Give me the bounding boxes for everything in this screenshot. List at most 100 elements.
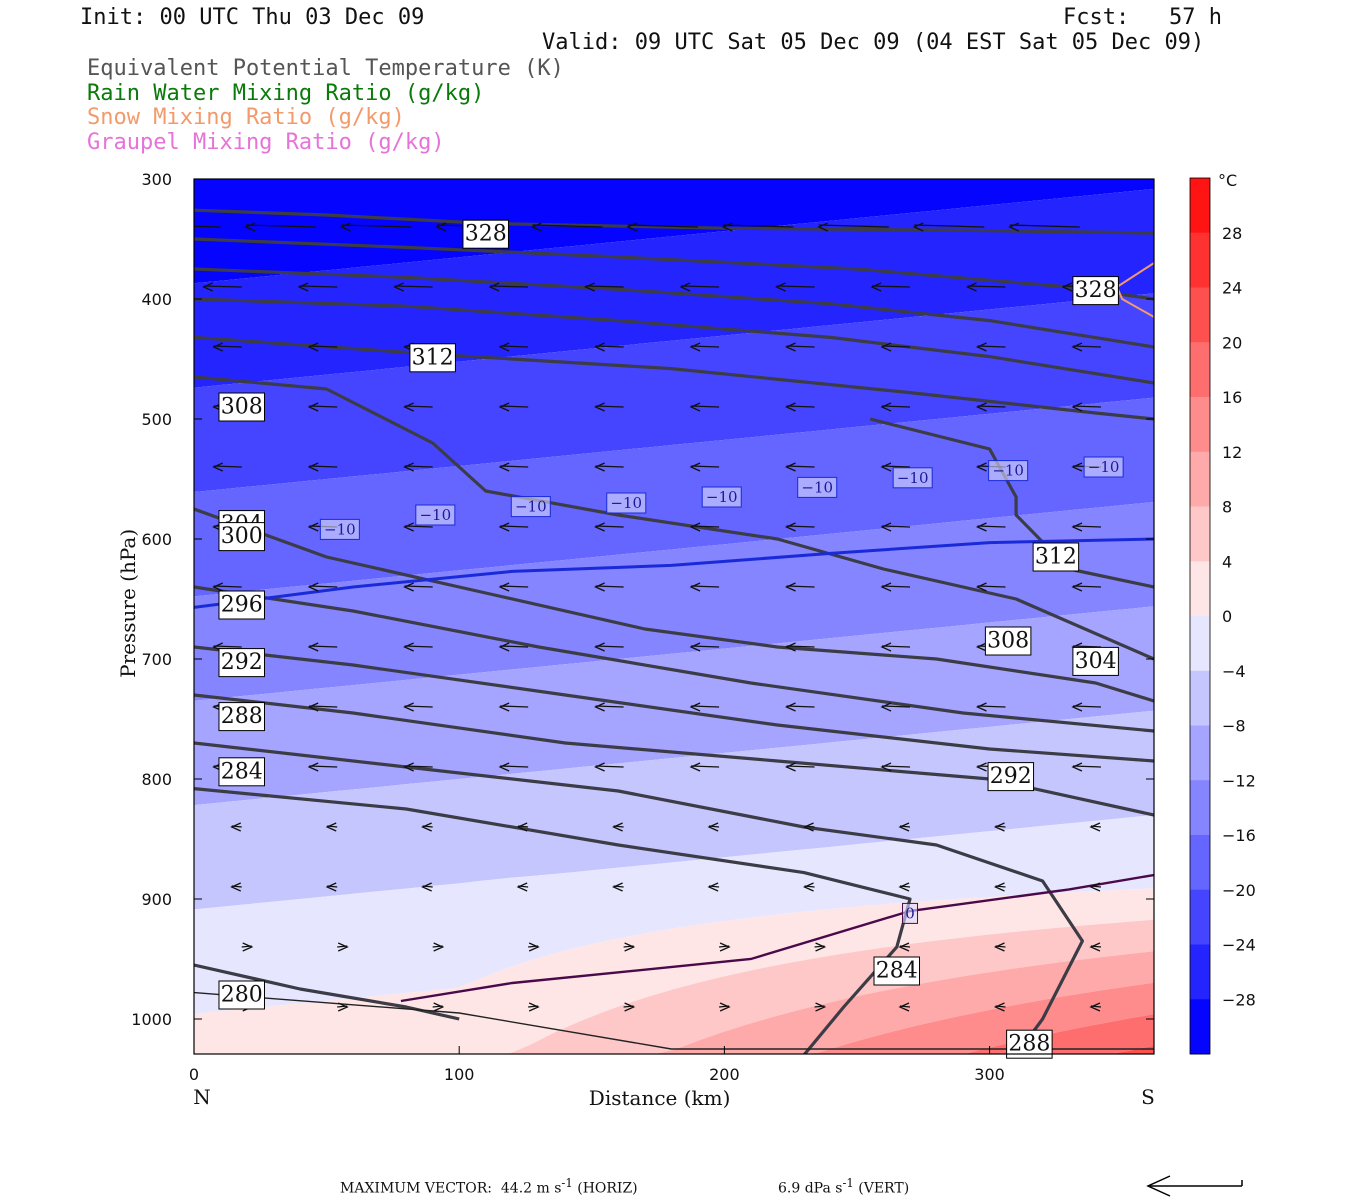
wind-arrow bbox=[689, 642, 720, 652]
wind-arrow-shaft bbox=[691, 765, 720, 768]
wind-arrow-head bbox=[624, 942, 636, 952]
wind-arrow-head bbox=[307, 522, 319, 532]
wind-arrow bbox=[516, 822, 529, 832]
wind-arrow-shaft bbox=[786, 645, 815, 648]
theta-e-label-288: 288 bbox=[218, 702, 265, 732]
isotherm-minus10-label-box bbox=[701, 486, 742, 508]
wind-arrow bbox=[307, 342, 338, 352]
wind-arrow bbox=[784, 462, 815, 472]
wind-arrow bbox=[212, 462, 242, 472]
wind-arrow-head bbox=[594, 582, 605, 592]
colorbar-bin-8 bbox=[1190, 616, 1210, 672]
snow-mixing-ratio-contour bbox=[1115, 262, 1154, 318]
wind-arrow-head bbox=[1061, 282, 1073, 292]
wind-arrow-head bbox=[403, 462, 414, 472]
wind-arrow-head bbox=[498, 342, 510, 352]
wind-arrow-head bbox=[594, 462, 605, 472]
wind-arrow bbox=[307, 402, 338, 412]
isotherm-minus10-label: −10 bbox=[510, 496, 551, 518]
theta-e-label-292-box bbox=[218, 648, 265, 678]
wind-arrow-shaft bbox=[691, 345, 720, 348]
wind-arrow-head bbox=[307, 402, 319, 412]
isotherm-zero-label-box bbox=[902, 902, 919, 924]
colorbar-tick-label: 24 bbox=[1222, 279, 1242, 298]
wind-arrow-head bbox=[975, 462, 987, 472]
wind-arrow-head bbox=[802, 822, 814, 832]
wind-arrow-head bbox=[975, 522, 987, 532]
theta-e-label-328-text: 328 bbox=[465, 222, 507, 247]
wind-arrow bbox=[898, 942, 911, 952]
theta-e-contour-280 bbox=[194, 963, 460, 1021]
wind-arrow-head bbox=[594, 342, 605, 352]
colorbar-bin-2 bbox=[1190, 287, 1210, 343]
wind-arrow bbox=[784, 402, 815, 412]
wind-arrow bbox=[594, 762, 624, 772]
theta-e-label-308: 308 bbox=[218, 392, 265, 422]
vector-key-arrow bbox=[1146, 1175, 1243, 1197]
wind-arrow-head bbox=[898, 942, 910, 952]
wind-arrow-head bbox=[325, 822, 337, 832]
wind-arrow-shaft bbox=[595, 405, 624, 408]
wind-arrow-shaft bbox=[245, 224, 317, 228]
wind-arrow-head bbox=[297, 282, 309, 292]
colorbar-bin-9 bbox=[1190, 670, 1210, 726]
y-tick-label: 300 bbox=[141, 170, 172, 189]
theta-e-contour-288 bbox=[194, 741, 1084, 1054]
wind-arrow bbox=[403, 522, 433, 532]
theta-e-contour-284 bbox=[194, 787, 912, 1054]
theta-e-label-292-text: 292 bbox=[990, 764, 1032, 789]
wind-arrow bbox=[719, 1002, 731, 1012]
isotherm-minus10-label-box bbox=[892, 467, 933, 489]
wind-arrow-head bbox=[421, 822, 432, 832]
theta-e-label-296-box bbox=[218, 590, 265, 620]
wind-arrow-head bbox=[993, 822, 1005, 832]
theta-e-label-280-box bbox=[218, 980, 265, 1010]
wind-arrow-shaft bbox=[786, 405, 815, 408]
wind-arrow bbox=[1071, 582, 1101, 592]
wind-arrow bbox=[530, 222, 603, 232]
y-tick-label: 800 bbox=[141, 770, 172, 789]
x-tick-label: 100 bbox=[444, 1065, 475, 1084]
theta-e-label-312-box bbox=[1032, 542, 1080, 572]
wind-arrow bbox=[784, 342, 815, 352]
theta-e-label-288-text: 288 bbox=[1008, 1032, 1050, 1057]
wind-arrow-head bbox=[337, 942, 349, 952]
wind-arrow-shaft bbox=[1009, 224, 1080, 228]
wind-arrow-shaft bbox=[309, 465, 338, 468]
theta-e-label-288-text: 288 bbox=[221, 704, 263, 729]
theta-e-label-292-box bbox=[987, 762, 1035, 792]
wind-arrow-head bbox=[403, 582, 414, 592]
wind-arrow-shaft bbox=[691, 645, 720, 648]
isotherm-minus10-label: −10 bbox=[892, 467, 933, 489]
wind-arrow-shaft bbox=[595, 765, 624, 768]
wind-arrow-shaft bbox=[691, 705, 720, 708]
wind-arrow-head bbox=[421, 882, 432, 892]
wind-arrow-head bbox=[975, 702, 987, 712]
wind-arrow-shaft bbox=[1072, 405, 1101, 408]
wind-arrow bbox=[212, 582, 242, 592]
wind-arrow-head bbox=[719, 942, 731, 952]
colorbar-bin-7 bbox=[1190, 561, 1210, 617]
wind-arrow bbox=[880, 402, 911, 412]
wind-arrow-head bbox=[784, 762, 796, 772]
colorbar-tick-label: 28 bbox=[1222, 224, 1242, 243]
wind-arrow bbox=[584, 282, 624, 292]
wind-arrow-head bbox=[307, 462, 319, 472]
wind-arrow-shaft bbox=[404, 765, 433, 768]
wind-arrow bbox=[498, 582, 529, 592]
wind-arrow bbox=[623, 942, 636, 952]
theta-e-contour-300 bbox=[194, 585, 1154, 733]
wind-arrow-head bbox=[721, 222, 733, 232]
wind-arrow bbox=[880, 342, 911, 352]
wind-arrow-head bbox=[403, 402, 414, 412]
wind-arrow-head bbox=[202, 282, 213, 292]
temp-band-1 bbox=[194, 188, 1154, 388]
wind-arrow-head bbox=[993, 942, 1005, 952]
colorbar-frame bbox=[1189, 177, 1211, 1055]
wind-arrow bbox=[784, 702, 815, 712]
theta-e-label-312: 312 bbox=[1032, 542, 1080, 572]
wind-arrow-head bbox=[212, 342, 223, 352]
wind-arrow-shaft bbox=[309, 765, 338, 768]
wind-arrow-head bbox=[498, 402, 510, 412]
wind-arrow-shaft bbox=[532, 224, 603, 228]
